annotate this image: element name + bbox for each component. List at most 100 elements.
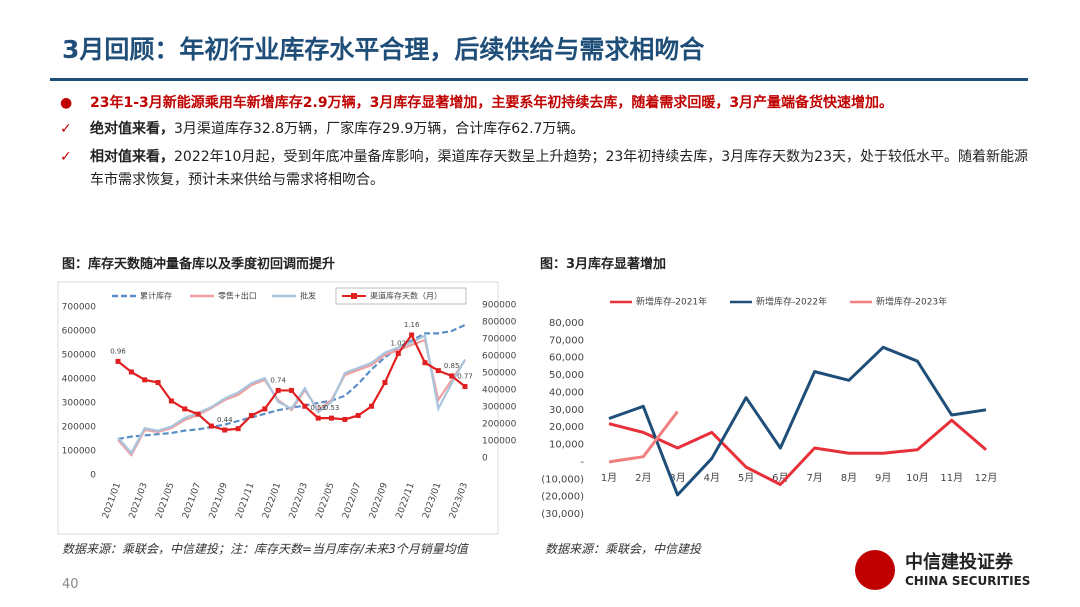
data-label: 0.85: [444, 362, 460, 370]
y-tick-label: 600000: [62, 327, 97, 337]
y-tick-label: 30,000: [549, 405, 584, 416]
marker: [342, 416, 348, 422]
marker: [369, 403, 375, 409]
x-tick-label: 12月: [975, 472, 998, 484]
marker: [195, 411, 201, 417]
x-tick-label: 1月: [601, 472, 617, 484]
data-label: 0.74: [270, 376, 286, 384]
x-tick-label: 2023/01: [421, 481, 443, 520]
legend-label: 批发: [300, 291, 316, 301]
x-tick-label: 7月: [806, 472, 822, 484]
y2-tick-label: 400000: [482, 386, 517, 396]
legend-label: 新增库存-2023年: [876, 296, 947, 308]
marker: [275, 387, 281, 393]
plot-frame: [57, 281, 499, 535]
x-tick-label: 2021/01: [101, 481, 123, 520]
series-line: [117, 338, 466, 457]
series-line: [117, 333, 466, 455]
y2-tick-label: 700000: [482, 335, 517, 345]
y-tick-label: 80,000: [549, 318, 584, 329]
check: ✓: [60, 149, 72, 165]
logo-mark: [855, 550, 895, 590]
data-label: 1.02: [390, 339, 406, 347]
bullet: ✓ 相对值来看，2022年10月起，受到年底冲量备库影响，渠道库存天数呈上升趋势；…: [60, 146, 1040, 192]
y2-tick-label: 0: [482, 454, 488, 464]
data-label: 0.44: [217, 416, 233, 424]
legend-label: 新增库存-2022年: [756, 296, 827, 308]
y-tick-label: 40,000: [549, 387, 584, 398]
x-tick-label: 2022/07: [341, 481, 363, 520]
marker: [422, 360, 428, 366]
y2-tick-label: 600000: [482, 352, 517, 362]
marker: [302, 403, 308, 409]
x-tick-label: 9月: [875, 472, 891, 484]
marker: [382, 380, 388, 385]
y-tick-label: 0: [90, 471, 96, 481]
bullet-text: 2022年10月起，受到年底冲量备库影响，渠道库存天数呈上升趋势；23年初持续去…: [90, 149, 1028, 188]
x-tick-label: 8月: [841, 472, 857, 484]
chart-title: 图：库存天数随冲量备库以及季度初回调而提升: [62, 257, 336, 272]
series-line: [117, 332, 466, 432]
x-tick-label: 2022/09: [368, 481, 390, 520]
data-label: 0.77: [457, 372, 473, 380]
legend-frame: [335, 287, 467, 305]
y-tick-label: (10,000): [541, 474, 584, 485]
bullet-dot: ●: [60, 95, 73, 111]
bullet-text: 3月渠道库存32.8万辆，厂家库存29.9万辆，合计库存62.7万辆。: [174, 121, 585, 137]
check: ✓: [60, 121, 72, 137]
x-tick-label: 4月: [704, 472, 720, 484]
marker: [142, 377, 148, 383]
y-tick-label: 50,000: [549, 370, 584, 381]
y-tick-label: 300000: [62, 399, 97, 409]
y-tick-label: 70,000: [549, 335, 584, 346]
marker: [289, 387, 294, 393]
logo-text-en: CHINA SECURITIES: [905, 574, 1031, 588]
slide-title: 3月回顾：年初行业库存水平合理，后续供给与需求相吻合: [62, 35, 705, 64]
x-tick-label: 2021/05: [154, 481, 176, 520]
marker: [182, 406, 188, 412]
legend-label: 渠道库存天数（月）: [370, 291, 442, 301]
marker: [449, 373, 455, 379]
series-line: [608, 345, 987, 497]
y2-tick-label: 900000: [482, 301, 517, 311]
y2-tick-label: 800000: [482, 318, 517, 328]
y-tick-label: 100000: [62, 447, 97, 457]
x-tick-label: 5月: [738, 472, 754, 484]
data-label: 0.96: [110, 347, 126, 355]
legend-label: 零售+出口: [218, 291, 257, 301]
source: 数据来源：乘联会，中信建投；注：库存天数=当月库存/未来3个月销量均值: [62, 542, 468, 556]
y-tick-label: 200000: [62, 423, 97, 433]
title-rule: [50, 78, 1028, 81]
logo-text: 中信建投证券: [905, 552, 1013, 573]
x-tick-label: 2月: [635, 472, 651, 484]
y2-tick-label: 200000: [482, 420, 517, 430]
x-tick-label: 2022/01: [261, 481, 283, 520]
legend-marker: [351, 293, 357, 299]
y-tick-label: (20,000): [541, 492, 584, 503]
y-tick-label: 700000: [62, 303, 97, 313]
x-tick-label: 2022/11: [395, 481, 417, 520]
marker: [329, 415, 335, 421]
marker: [208, 423, 214, 429]
data-label: 1.16: [404, 321, 420, 329]
marker: [115, 358, 121, 364]
x-tick-label: 2021/09: [208, 481, 230, 520]
bullet-bold: 相对值来看，: [90, 149, 174, 165]
legend-label: 累计库存: [140, 291, 172, 301]
page-number: 40: [62, 577, 79, 592]
marker: [168, 398, 174, 404]
marker: [248, 412, 254, 418]
y-tick-label: 10,000: [549, 440, 584, 451]
y-tick-label: 400000: [62, 375, 97, 385]
y-tick-label: 60,000: [549, 353, 584, 364]
y2-tick-label: 300000: [482, 403, 517, 413]
y-tick-label: 500000: [62, 351, 97, 361]
bullet: ✓ 绝对值来看，3月渠道库存32.8万辆，厂家库存29.9万辆，合计库存62.7万…: [60, 118, 1040, 141]
series-line: [608, 418, 987, 486]
marker: [315, 415, 321, 421]
bullet: ● 23年1-3月新能源乘用车新增库存2.9万辆，3月库存显著增加，主要系年初持续…: [60, 92, 1040, 115]
source: 数据来源：乘联会，中信建投: [545, 542, 702, 556]
data-label: 0.53: [324, 404, 340, 412]
